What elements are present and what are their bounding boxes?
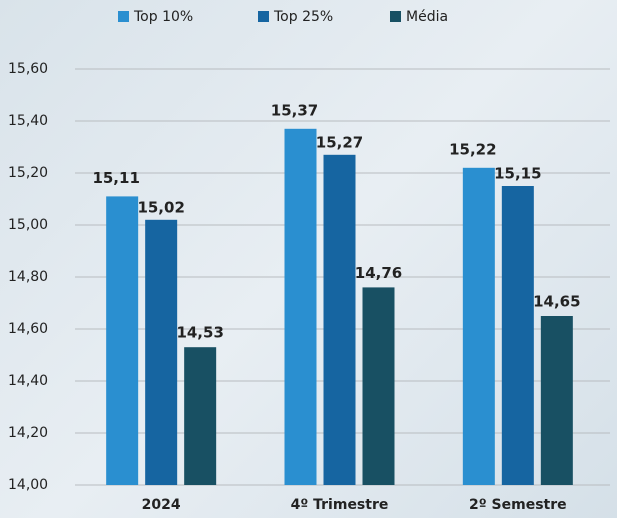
data-label: 15,11 — [92, 169, 139, 187]
legend-label: Top 10% — [133, 9, 193, 25]
bar — [323, 154, 356, 486]
bar — [462, 167, 495, 486]
data-label: 15,37 — [271, 101, 318, 119]
bar — [106, 196, 139, 485]
x-tick-label: 2024 — [142, 497, 181, 513]
data-label: 15,22 — [449, 140, 496, 158]
data-label: 15,02 — [137, 198, 184, 216]
bar — [501, 186, 534, 485]
bar — [145, 219, 178, 486]
bar — [540, 316, 573, 485]
data-label: 15,15 — [494, 165, 541, 183]
y-tick-label: 15,20 — [8, 165, 48, 181]
legend-swatch — [118, 11, 129, 22]
x-tick-label: 2º Semestre — [469, 497, 567, 513]
legend-label: Top 25% — [273, 9, 333, 25]
legend-swatch — [258, 11, 269, 22]
y-tick-label: 15,40 — [8, 113, 48, 129]
bar — [184, 347, 217, 485]
y-tick-label: 14,60 — [8, 321, 48, 337]
y-tick-label: 15,00 — [8, 217, 48, 233]
y-tick-label: 14,20 — [8, 425, 48, 441]
x-tick-label: 4º Trimestre — [291, 497, 389, 513]
data-label: 14,53 — [176, 324, 223, 342]
y-tick-label: 14,40 — [8, 373, 48, 389]
bar — [362, 287, 395, 485]
y-tick-label: 15,60 — [8, 61, 48, 77]
data-label: 14,76 — [355, 264, 402, 282]
legend-label: Média — [406, 9, 448, 25]
data-label: 14,65 — [533, 293, 580, 311]
bar — [284, 128, 317, 486]
y-tick-label: 14,00 — [8, 477, 48, 493]
y-tick-label: 14,80 — [8, 269, 48, 285]
legend-swatch — [390, 11, 401, 22]
data-label: 15,27 — [316, 133, 363, 151]
